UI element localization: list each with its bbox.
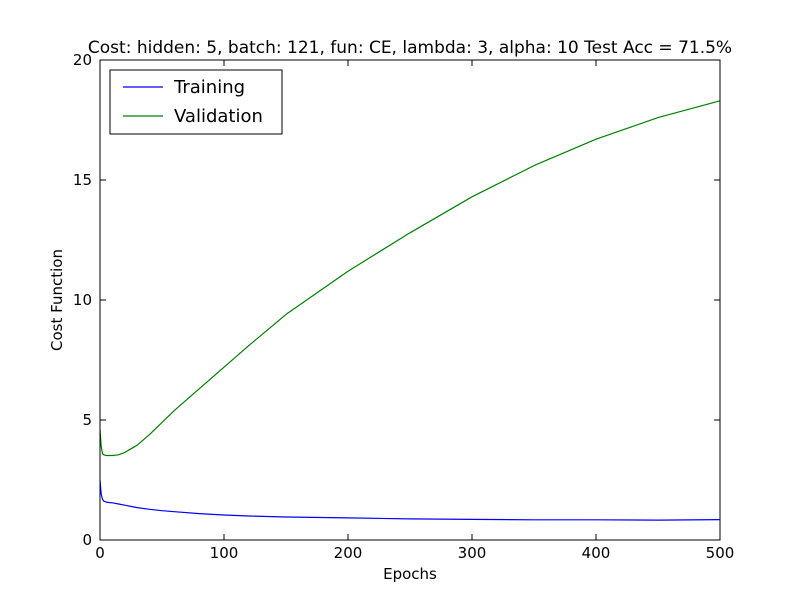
legend-label-validation: Validation (174, 106, 263, 127)
y-tick-label: 10 (73, 291, 92, 309)
x-tick-label: 500 (706, 544, 735, 562)
legend-frame (109, 69, 283, 135)
series-lines (99, 100, 721, 521)
legend-label-training: Training (173, 77, 245, 98)
chart-title: Cost: hidden: 5, batch: 121, fun: CE, la… (88, 38, 732, 58)
x-tick-label: 200 (334, 544, 363, 562)
legend: Training Validation (109, 69, 283, 135)
x-tick-label: 0 (95, 544, 105, 562)
y-tick-label: 0 (82, 531, 92, 549)
y-tick-label: 5 (82, 411, 92, 429)
x-axis-label: Epochs (383, 565, 437, 583)
y-tick-label: 15 (73, 171, 92, 189)
x-tick-label: 400 (582, 544, 611, 562)
series-line-validation (99, 100, 721, 457)
x-tick-label: 100 (210, 544, 239, 562)
x-tick-label: 300 (458, 544, 487, 562)
axis-ticks: 0 100 200 300 400 500 0 5 10 15 20 (73, 51, 734, 562)
series-line-training (99, 479, 721, 521)
y-axis-label: Cost Function (48, 249, 66, 351)
y-tick-label: 20 (73, 51, 92, 69)
plot-area (100, 60, 720, 540)
